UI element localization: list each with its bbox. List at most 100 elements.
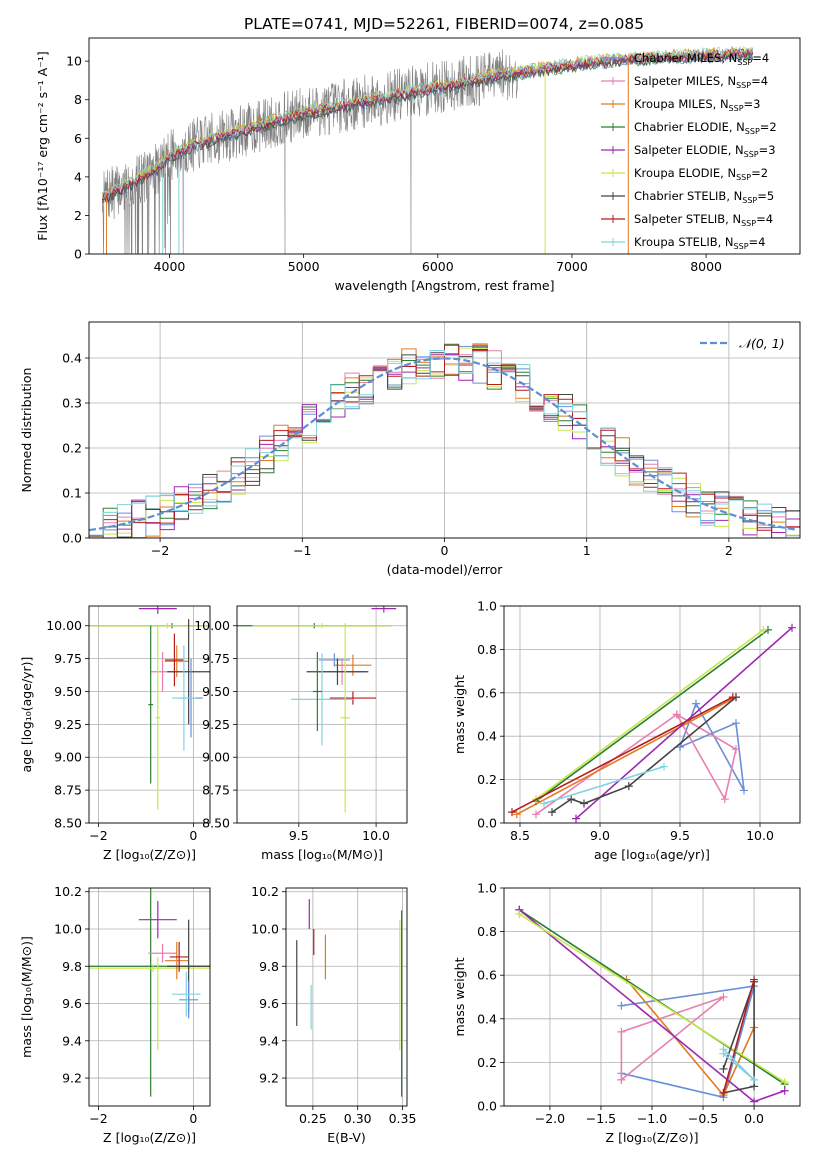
y-tick-label: 0.0 bbox=[477, 1099, 497, 1114]
errorbar-point bbox=[89, 964, 210, 972]
mass-weight-series bbox=[722, 981, 755, 1094]
mass-vs-ebv-frame bbox=[285, 887, 408, 1107]
y-tick-label: 9.25 bbox=[54, 717, 82, 732]
mass-weight-marker bbox=[617, 1001, 626, 1010]
y-tick-label: 10.0 bbox=[54, 921, 82, 936]
errorbar-point bbox=[252, 623, 392, 629]
x-tick-label: 5000 bbox=[288, 259, 320, 274]
errorbar-point bbox=[329, 691, 377, 705]
y-tick-label: 2 bbox=[74, 208, 82, 223]
legend-entry: Kroupa STELIB, NSSP=4 bbox=[634, 235, 765, 251]
y-tick-label: 8.50 bbox=[202, 816, 230, 831]
x-tick-label: −1.0 bbox=[637, 1111, 667, 1126]
y-tick-label: 9.4 bbox=[62, 1033, 82, 1048]
model-spectrum bbox=[102, 45, 754, 200]
y-tick-label: 9.25 bbox=[202, 717, 230, 732]
mass-weight-marker bbox=[672, 710, 681, 719]
x-tick-label: 0 bbox=[189, 828, 197, 843]
y-tick-label: 9.8 bbox=[259, 959, 279, 974]
spectrum-xlabel: wavelength [Angstrom, rest frame] bbox=[334, 278, 554, 293]
mass-weight-marker bbox=[740, 786, 748, 795]
mass-weight-series bbox=[535, 629, 769, 802]
age-vs-Z-ylabel: age [log₁₀(age/yr)] bbox=[19, 657, 34, 773]
legend-entry: 𝒩(0, 1) bbox=[739, 336, 785, 351]
y-tick-label: 0.2 bbox=[477, 1055, 497, 1070]
massweight-vs-age-panel: 8.5 9.0 9.5 10.0 0.0 0.2 0.4 0.6 0.8 1.0 age [log₁… bbox=[452, 599, 801, 862]
mass-weight-marker bbox=[732, 745, 740, 754]
mass-weight-series bbox=[543, 765, 665, 805]
legend-entry: Chabrier STELIB, NSSP=5 bbox=[634, 189, 774, 205]
mass-weight-marker bbox=[780, 1086, 789, 1095]
age-vs-mass-plot-area bbox=[237, 606, 397, 813]
massweight-vs-Z-ylabel: mass weight bbox=[452, 957, 467, 1036]
mass-weight-series bbox=[518, 909, 786, 1085]
y-tick-label: 1.0 bbox=[477, 881, 497, 896]
model-spectrum bbox=[102, 51, 754, 204]
spectrum-ylabel: Flux [fλ10⁻¹⁷ erg cm⁻² s⁻¹ A⁻¹] bbox=[35, 51, 50, 240]
x-tick-label: −0.5 bbox=[688, 1111, 718, 1126]
mass-vs-Z-plot-area bbox=[89, 888, 210, 1097]
errorbar-point bbox=[89, 888, 210, 1097]
x-tick-label: 9.0 bbox=[590, 828, 610, 843]
x-tick-label: −2.0 bbox=[535, 1111, 565, 1126]
y-tick-label: 10.2 bbox=[54, 884, 82, 899]
y-tick-label: 0.2 bbox=[62, 441, 82, 456]
y-tick-label: 8.75 bbox=[202, 783, 230, 798]
age-vs-Z-frame bbox=[88, 605, 211, 824]
x-tick-label: −1.5 bbox=[586, 1111, 616, 1126]
errorbar-point bbox=[164, 633, 184, 687]
y-tick-label: 9.50 bbox=[54, 684, 82, 699]
massweight-vs-Z-plot-area bbox=[515, 905, 789, 1106]
y-tick-label: 0.6 bbox=[477, 685, 497, 700]
x-tick-label: 10.0 bbox=[746, 828, 774, 843]
y-tick-label: 9.75 bbox=[54, 651, 82, 666]
mass-weight-marker bbox=[508, 808, 516, 817]
residuals-xlabel: (data-model)/error bbox=[387, 562, 504, 577]
x-tick-label: −2 bbox=[151, 543, 169, 558]
mass-weight-marker bbox=[750, 1075, 759, 1084]
y-tick-label: 0.6 bbox=[477, 968, 497, 983]
massweight-vs-Z-panel: −2.0 −1.5 −1.0 −0.5 0.0 0.0 0.2 0.4 0.6 0.8 1.0 Z [… bbox=[452, 881, 801, 1145]
residuals-panel: −2 −1 0 1 2 0.0 0.1 0.2 0.3 0.4 (data-model)/error… bbox=[19, 321, 801, 577]
y-tick-label: 0.4 bbox=[477, 1011, 497, 1026]
errorbar-point bbox=[172, 971, 201, 1017]
age-vs-mass-panel: 9.5 10.0 8.50 8.75 9.00 9.25 9.50 9.75 10.00 mass… bbox=[194, 605, 408, 862]
spectrum-legend: Chabrier MILES, NSSP=4 Salpeter MILES, NS… bbox=[601, 51, 777, 251]
legend-entry: Salpeter STELIB, NSSP=4 bbox=[634, 212, 773, 228]
y-tick-label: 10 bbox=[66, 54, 82, 69]
mass-weight-marker bbox=[720, 795, 729, 804]
x-tick-label: 10.0 bbox=[362, 828, 390, 843]
x-tick-label: 0.25 bbox=[299, 1111, 327, 1126]
y-tick-label: 0.1 bbox=[62, 486, 82, 501]
y-tick-label: 0.0 bbox=[477, 816, 497, 831]
y-tick-label: 0.4 bbox=[477, 729, 497, 744]
age-vs-Z-plot-area bbox=[89, 606, 210, 810]
y-tick-label: 10.00 bbox=[46, 618, 82, 633]
mass-weight-marker bbox=[580, 799, 588, 808]
errorbar-point bbox=[167, 619, 210, 725]
mass-weight-series bbox=[516, 696, 737, 816]
legend-entry: Salpeter ELODIE, NSSP=3 bbox=[634, 143, 776, 159]
y-tick-label: 0.0 bbox=[62, 531, 82, 546]
mass-weight-marker bbox=[572, 814, 580, 823]
model-spectrum bbox=[102, 50, 754, 204]
mass-weight-marker bbox=[617, 1075, 626, 1084]
y-tick-label: 9.2 bbox=[62, 1071, 82, 1086]
mass-weight-series bbox=[722, 979, 755, 1094]
y-tick-label: 9.75 bbox=[202, 651, 230, 666]
mass-weight-series bbox=[620, 996, 724, 1081]
y-tick-label: 4 bbox=[74, 169, 82, 184]
massweight-vs-Z-frame bbox=[503, 887, 801, 1107]
spectrum-frame bbox=[88, 37, 801, 255]
x-tick-label: 4000 bbox=[154, 259, 186, 274]
x-tick-label: −2 bbox=[89, 1111, 107, 1126]
mass-weight-marker bbox=[540, 799, 548, 808]
residual-histogram bbox=[89, 350, 800, 538]
mass-weight-marker bbox=[728, 693, 737, 702]
mass-weight-marker bbox=[624, 782, 633, 791]
legend-entry: Chabrier MILES, NSSP=4 bbox=[634, 51, 769, 67]
y-tick-label: 9.8 bbox=[62, 959, 82, 974]
y-tick-label: 9.00 bbox=[202, 750, 230, 765]
y-tick-label: 8 bbox=[74, 92, 82, 107]
